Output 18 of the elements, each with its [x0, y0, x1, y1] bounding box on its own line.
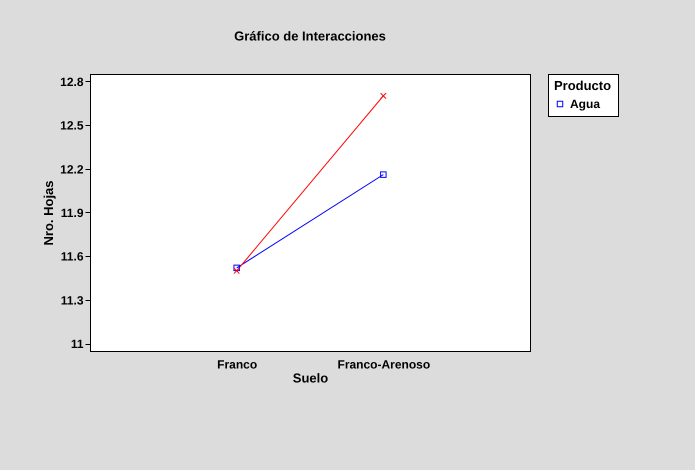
legend-label: Agua — [570, 97, 600, 111]
x-axis-title: Suelo — [292, 370, 328, 386]
y-tick-label: 12.8 — [60, 74, 84, 89]
point — [233, 264, 240, 272]
y-axis-title: Nro. Hojas — [41, 180, 56, 246]
y-tick-label: 11.6 — [60, 250, 84, 264]
point — [380, 171, 387, 178]
point — [380, 92, 387, 100]
y-tick-label: 11.9 — [60, 206, 84, 220]
y-tick-label: 12.5 — [60, 118, 84, 133]
chart-title: Gráfico de Interacciones — [234, 28, 386, 44]
y-tick-label: 11 — [70, 337, 84, 352]
point — [233, 268, 240, 274]
x-tick-label: Franco — [217, 358, 258, 372]
x-tick-label: Franco-Arenoso — [337, 358, 430, 372]
legend-title: Producto — [554, 78, 612, 93]
y-tick-label: 12.2 — [60, 162, 84, 176]
y-tick-label: 11.3 — [60, 293, 84, 308]
